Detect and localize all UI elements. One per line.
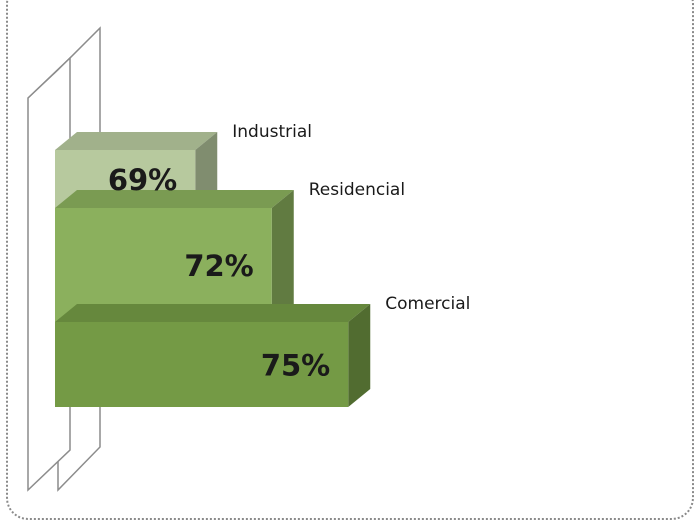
category-label-comercial: Comercial [385, 294, 470, 314]
bar-front-face [55, 322, 349, 407]
value-label-industrial: 69% [108, 163, 177, 197]
category-label-industrial: Industrial [232, 122, 312, 142]
bar-side-face [271, 190, 294, 322]
bar-side-face [195, 132, 218, 208]
category-label-residencial: Residencial [309, 180, 405, 200]
bar-front-face [55, 208, 272, 322]
value-label-residencial: 72% [184, 249, 253, 283]
bars-group [55, 132, 371, 407]
bar-side-face [348, 304, 371, 407]
bar-residencial [55, 190, 294, 322]
bar-top-face [55, 132, 218, 150]
labels-group: 69% Industrial 72% Residencial 75% Comercial [108, 122, 471, 383]
bar-top-face [55, 190, 294, 208]
bar-top-face [55, 304, 371, 322]
chart-frame [6, 0, 694, 520]
value-label-comercial: 75% [261, 349, 330, 383]
bar-comercial [55, 304, 371, 407]
